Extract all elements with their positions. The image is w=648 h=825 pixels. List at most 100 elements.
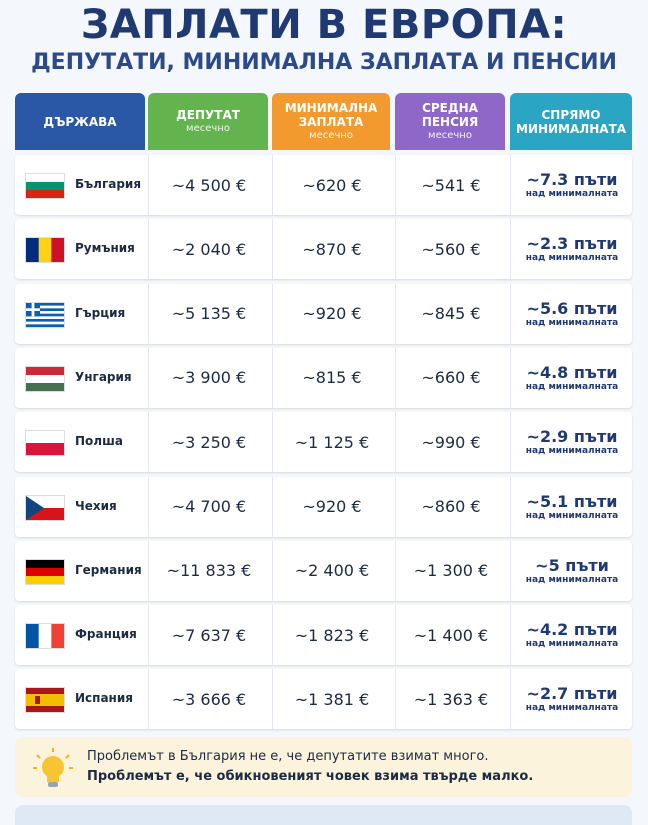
ratio-note: над минималната [525, 703, 619, 714]
footer-box: Проблемът в България не е, че депутатите… [15, 737, 632, 797]
table-row: Румъния ~2 040 € ~870 € ~560 € ~2.3 пъти над … [15, 219, 633, 280]
table-row: Гърция ~5 135 € ~920 € ~845 € ~5.6 пъти над м… [15, 283, 633, 344]
footer-text-bold: Проблемът е, че обикновеният човек взима… [87, 769, 534, 784]
ratio-cell: ~2.3 пъти над минималната [510, 219, 633, 280]
ratio-value: ~2.7 пъти [526, 684, 618, 704]
table-cell: ~1 400 € [395, 605, 506, 666]
table-row: Чехия ~4 700 € ~920 € ~860 € ~5.1 пъти над ми… [15, 476, 633, 537]
table-cell: ~5 135 € [148, 283, 269, 344]
subtitle: ДЕПУТАТИ, МИНИМАЛНА ЗАПЛАТА И ПЕНСИИ [31, 50, 617, 75]
table-row: Полша ~3 250 € ~1 125 € ~990 € ~2.9 пъти над … [15, 412, 633, 473]
title: ЗАПЛАТИ В ЕВРОПА: [80, 2, 568, 48]
table-row: България ~4 500 € ~620 € ~541 € ~7.3 пъти над… [15, 155, 632, 215]
table-cell: ~920 € [272, 476, 391, 537]
ratio-value: ~5 пъти [535, 555, 609, 575]
ratio-value: ~2.9 пъти [526, 427, 618, 447]
table-cell: ~4 700 € [148, 476, 269, 537]
country-name: Франция [75, 627, 137, 642]
ratio-cell: ~5.1 пъти над минималната [510, 476, 633, 537]
table-cell: ~560 € [395, 219, 506, 280]
ratio-cell: ~4.8 пъти над минималната [510, 347, 633, 408]
ratio-note: над минималната [525, 381, 619, 392]
column-note: месечно [186, 122, 230, 134]
country-name: България [75, 177, 142, 191]
table-cell: ~3 900 € [148, 347, 269, 408]
ratio-cell: ~5.6 пъти над минималната [510, 283, 633, 344]
country-name: Германия [75, 562, 142, 577]
country-name: Полша [75, 434, 123, 449]
bottom-strip [15, 805, 632, 825]
table-row: Унгария ~3 900 € ~815 € ~660 € ~4.8 пъти над … [15, 347, 633, 408]
ratio-note: над минималната [525, 317, 619, 328]
column-label: МИНИМАЛНА ЗАПЛАТА [284, 100, 378, 129]
ratio-cell: ~2.9 пъти над минималната [510, 412, 633, 473]
table-row: Испания ~3 666 € ~1 381 € ~1 363 € ~2.7 пъти… [15, 669, 633, 730]
flag-icon [25, 430, 65, 457]
table-cell: ~860 € [395, 476, 506, 537]
table-cell: ~4 500 € [148, 155, 269, 215]
column-label: СРЕДНА ПЕНСИЯ [421, 100, 479, 129]
ratio-note: над минималната [525, 253, 619, 264]
bulb-icon [33, 748, 73, 787]
flag-icon [25, 494, 65, 521]
ratio-value: ~5.6 пъти [526, 298, 618, 318]
table-cell: ~3 666 € [148, 669, 269, 730]
table-cell: ~2 040 € [148, 219, 269, 280]
country-name: Румъния [75, 241, 135, 256]
ratio-note: над минималната [525, 189, 619, 199]
ratio-value: ~4.8 пъти [526, 362, 618, 382]
ratio-value: ~2.3 пъти [526, 234, 618, 254]
column-header: СРЕДНА ПЕНСИЯ месечно [395, 93, 505, 150]
table-cell: ~1 300 € [395, 540, 506, 601]
table-cell: ~870 € [272, 219, 391, 280]
column-header: СПРЯМО МИНИМАЛНАТА [510, 93, 632, 150]
ratio-note: над минималната [525, 510, 619, 521]
column-note: месечно [309, 129, 353, 141]
table-cell: ~620 € [272, 155, 391, 215]
table-cell: ~7 637 € [148, 605, 269, 666]
table-row: Германия ~11 833 € ~2 400 € ~1 300 € ~5 пъти… [15, 540, 633, 601]
ratio-cell: ~5 пъти над минималната [510, 540, 633, 601]
ratio-note: над минималната [525, 639, 619, 650]
ratio-cell: ~7.3 пъти над минималната [510, 155, 633, 215]
column-note: месечно [428, 129, 472, 141]
country-name: Гърция [75, 305, 126, 320]
column-label: ДЕПУТАТ [176, 107, 240, 122]
country-name: Унгария [75, 369, 132, 384]
table-row: Франция ~7 637 € ~1 823 € ~1 400 € ~4.2 пъти… [15, 605, 633, 666]
table-cell: ~660 € [395, 347, 506, 408]
table-cell: ~541 € [395, 155, 506, 215]
table-cell: ~815 € [272, 347, 391, 408]
column-header: МИНИМАЛНА ЗАПЛАТА месечно [272, 93, 390, 150]
table-cell: ~1 823 € [272, 605, 391, 666]
footer-text: Проблемът в България не е, че депутатите… [87, 749, 489, 764]
flag-icon [25, 687, 65, 714]
table-cell: ~2 400 € [272, 540, 391, 601]
flag-icon [25, 173, 65, 199]
table-cell: ~1 125 € [272, 412, 391, 473]
ratio-cell: ~4.2 пъти над минималната [510, 605, 633, 666]
flag-icon [25, 301, 65, 328]
ratio-value: ~7.3 пъти [526, 170, 618, 189]
country-name: Испания [75, 691, 133, 706]
table-cell: ~11 833 € [148, 540, 269, 601]
ratio-note: над минималната [525, 446, 619, 457]
table-cell: ~3 250 € [148, 412, 269, 473]
ratio-value: ~5.1 пъти [526, 491, 618, 511]
flag-icon [25, 623, 65, 650]
table-cell: ~1 363 € [395, 669, 506, 730]
table-cell: ~845 € [395, 283, 506, 344]
column-label: ДЪРЖАВА [43, 114, 117, 129]
column-label: СПРЯМО МИНИМАЛНАТА [515, 107, 627, 136]
flag-icon [25, 237, 65, 264]
column-header: ДЕПУТАТ месечно [148, 93, 268, 150]
ratio-cell: ~2.7 пъти над минималната [510, 669, 633, 730]
column-header: ДЪРЖАВА [15, 93, 145, 150]
table-cell: ~920 € [272, 283, 391, 344]
table-cell: ~990 € [395, 412, 506, 473]
table-cell: ~1 381 € [272, 669, 391, 730]
ratio-note: над минималната [525, 574, 619, 585]
country-name: Чехия [75, 498, 117, 513]
ratio-value: ~4.2 пъти [526, 620, 618, 640]
